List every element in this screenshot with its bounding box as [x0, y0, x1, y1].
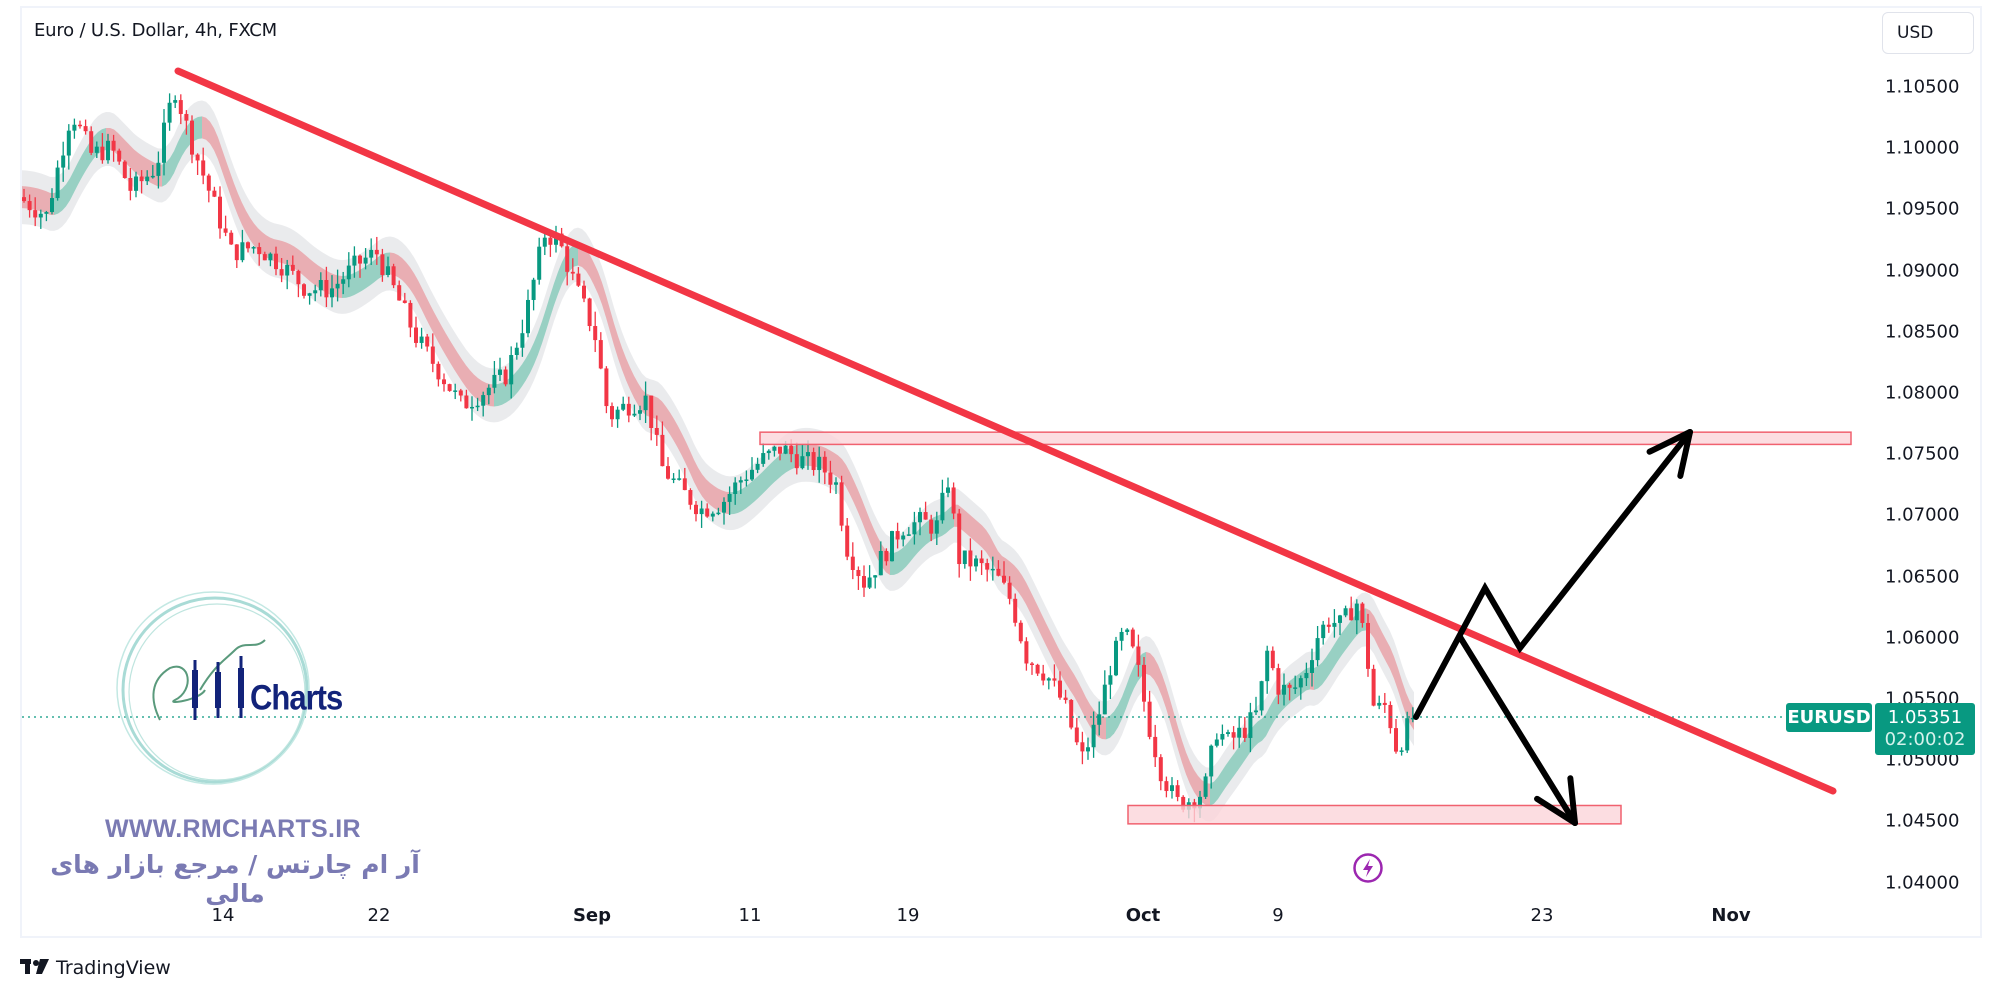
price-tick-label: 1.08500 [1885, 321, 1960, 343]
bullish-projection-arrow[interactable] [1413, 429, 1693, 720]
chart-title: Euro / U.S. Dollar, 4h, FXCM [34, 20, 277, 41]
time-tick-label: 11 [738, 905, 762, 926]
price-tick-label: 1.06500 [1885, 566, 1960, 588]
moving-average-ribbon [22, 100, 1414, 822]
time-tick-label: 22 [367, 905, 391, 926]
last-price-tag: 1.05351 02:00:02 [1875, 703, 1975, 755]
support-zone[interactable] [1127, 804, 1622, 825]
price-tick-label: 1.08000 [1885, 382, 1960, 404]
time-tick-label: 19 [896, 905, 920, 926]
currency-button[interactable]: USD [1882, 12, 1974, 54]
time-tick-label: 9 [1272, 905, 1284, 926]
descending-trendline[interactable] [174, 67, 1837, 795]
price-tick-label: 1.10500 [1885, 76, 1960, 98]
time-tick-label: Nov [1711, 905, 1751, 926]
symbol-tag: EURUSD [1786, 703, 1872, 732]
time-tick-label: Sep [572, 905, 612, 926]
tradingview-logo-icon [20, 956, 50, 980]
price-tick-label: 1.04000 [1885, 872, 1960, 894]
price-tick-label: 1.04500 [1885, 810, 1960, 832]
price-tick-label: 1.07500 [1885, 443, 1960, 465]
time-tick-label: 14 [211, 905, 235, 926]
watermark-brand: Charts [250, 677, 343, 718]
time-tick-label: 23 [1530, 905, 1554, 926]
bar-countdown: 02:00:02 [1884, 729, 1966, 750]
lightning-icon[interactable] [1352, 852, 1384, 884]
watermark-tagline: آر ام چارتس / مرجع بازار های مالی [50, 850, 420, 908]
last-price-value: 1.05351 [1887, 707, 1963, 728]
price-tick-label: 1.06000 [1885, 627, 1960, 649]
price-tick-label: 1.10000 [1885, 137, 1960, 159]
bearish-projection-arrow[interactable] [1457, 634, 1578, 826]
tradingview-label: TradingView [56, 957, 171, 979]
price-tick-label: 1.07000 [1885, 504, 1960, 526]
price-tick-label: 1.09500 [1885, 198, 1960, 220]
rmcharts-logo [116, 591, 310, 785]
tradingview-branding[interactable]: TradingView [20, 956, 171, 980]
time-tick-label: Oct [1125, 905, 1161, 926]
price-tick-label: 1.09000 [1885, 260, 1960, 282]
watermark-url: WWW.RMCHARTS.IR [105, 815, 361, 843]
projection-arrows[interactable] [1413, 429, 1693, 826]
